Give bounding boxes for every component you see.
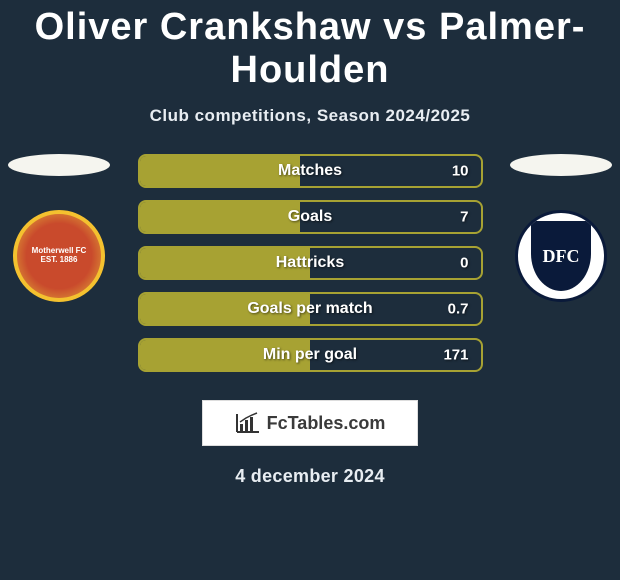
stat-bar-goals-per-match: Goals per match 0.7 — [138, 292, 483, 326]
stat-bar-label: Goals per match — [247, 300, 372, 318]
stat-bar-fill — [140, 202, 300, 232]
stat-bar-label: Matches — [278, 162, 342, 180]
comparison-area: Motherwell FCEST. 1886 DFC Matches 10 Go… — [0, 154, 620, 487]
right-club-crest: DFC — [515, 210, 607, 302]
stat-bar-hattricks: Hattricks 0 — [138, 246, 483, 280]
stat-bar-value: 0 — [460, 255, 468, 272]
stats-bars: Matches 10 Goals 7 Hattricks 0 Goals per… — [138, 154, 483, 372]
stat-bar-label: Goals — [288, 208, 332, 226]
right-player-column: DFC — [506, 154, 616, 302]
right-club-monogram: DFC — [531, 221, 591, 291]
brand-chart-icon — [235, 412, 261, 434]
brand-badge: FcTables.com — [202, 400, 418, 446]
stat-bar-value: 7 — [460, 209, 468, 226]
date-text: 4 december 2024 — [10, 466, 610, 487]
brand-text: FcTables.com — [267, 413, 386, 434]
stat-bar-value: 0.7 — [448, 301, 469, 318]
stat-bar-label: Min per goal — [263, 346, 357, 364]
subtitle: Club competitions, Season 2024/2025 — [0, 106, 620, 126]
left-club-crest: Motherwell FCEST. 1886 — [13, 210, 105, 302]
left-player-column: Motherwell FCEST. 1886 — [4, 154, 114, 302]
stat-bar-label: Hattricks — [276, 254, 344, 272]
stat-bar-fill — [140, 156, 300, 186]
stat-bar-matches: Matches 10 — [138, 154, 483, 188]
page-title: Oliver Crankshaw vs Palmer-Houlden — [0, 0, 620, 92]
stat-bar-min-per-goal: Min per goal 171 — [138, 338, 483, 372]
right-player-avatar-placeholder — [510, 154, 612, 176]
stat-bar-goals: Goals 7 — [138, 200, 483, 234]
stat-bar-value: 10 — [452, 163, 469, 180]
stat-bar-value: 171 — [443, 347, 468, 364]
left-club-crest-text: Motherwell FCEST. 1886 — [32, 247, 87, 265]
left-player-avatar-placeholder — [8, 154, 110, 176]
